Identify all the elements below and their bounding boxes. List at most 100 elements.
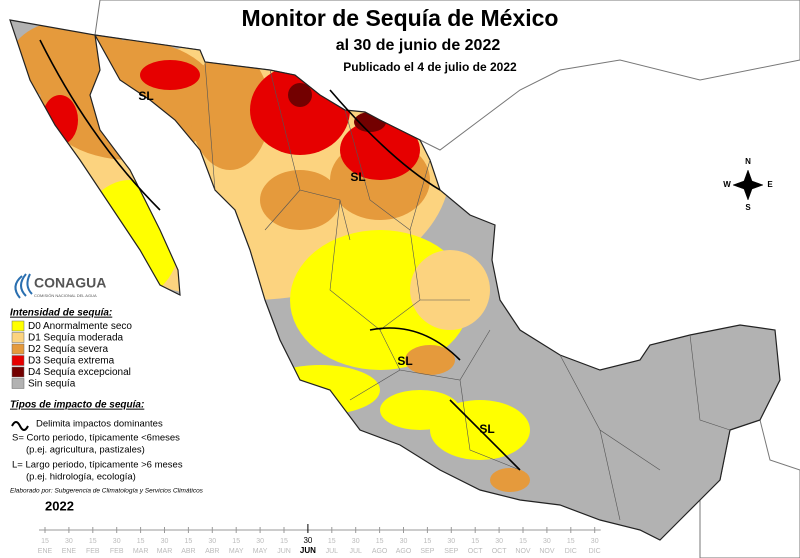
timeline-month: DIC [565,548,577,555]
timeline-day: 15 [376,538,384,545]
timeline-month: JUN [277,548,291,555]
legend-swatch [11,355,25,366]
timeline-current-month: JUN [300,546,316,555]
timeline-month: FEB [110,548,124,555]
timeline-day: 15 [471,538,479,545]
timeline-day: 30 [352,538,360,545]
timeline-day: 30 [208,538,216,545]
compass-n: N [745,157,751,166]
drought-area [42,95,78,145]
timeline-day: 15 [232,538,240,545]
legend-label: D0 Anormalmente seco [28,321,132,332]
drought-area [260,170,340,230]
timeline-month: MAR [133,548,149,555]
impact-long-example: (p.ej. hidrología, ecología) [26,472,136,483]
logo: CONAGUA COMISIÓN NACIONAL DEL AGUA [14,273,106,299]
timeline-day: 15 [89,538,97,545]
sl-label: SL [479,422,494,436]
sl-label: SL [350,170,365,184]
drought-area [490,468,530,492]
impact-long: L= Largo periodo, típicamente >6 meses [12,460,183,471]
title: Monitor de Sequía de México [242,5,559,31]
drought-area [405,345,455,375]
legend-label: D3 Sequía extrema [28,356,115,367]
timeline-day: 30 [161,538,169,545]
timeline-month: MAR [157,548,173,555]
timeline-day: 15 [280,538,288,545]
impact-line: Delimita impactos dominantes [36,419,163,430]
timeline-day: 15 [41,538,49,545]
impact-lines [39,39,521,471]
timeline-day: 15 [185,538,193,545]
timeline-day: 15 [424,538,432,545]
legend-label: Sin sequía [28,379,76,390]
timeline-month: NOV [515,548,531,555]
timeline-month: SEP [444,548,458,555]
timeline-day: 15 [137,538,145,545]
credit: Elaborado por: Subgerencia de Climatolog… [10,488,204,495]
timeline-day: 30 [543,538,551,545]
timeline-month: OCT [468,548,484,555]
legend-label: D2 Sequía severa [28,344,108,355]
logo-name: CONAGUA [34,275,106,291]
drought-area [260,365,380,415]
timeline-day: 30 [256,538,264,545]
timeline: 15 ENE 30 ENE 15 FEB 30 FEB 15 MAR 30 MAR 15 ABR 30 ABR… [38,524,601,555]
timeline-day: 15 [567,538,575,545]
timeline-day: 30 [113,538,121,545]
timeline-month: MAY [229,548,244,555]
subtitle: al 30 de junio de 2022 [336,37,501,54]
state-borders [204,61,731,521]
timeline-day: 15 [519,538,527,545]
impact-title: Tipos de impacto de sequía: [10,400,144,411]
timeline-day: 30 [400,538,408,545]
timeline-day: 30 [591,538,599,545]
legend-swatch [11,378,25,389]
drought-area [190,50,270,170]
timeline-month: OCT [492,548,508,555]
timeline-month: ABR [181,548,195,555]
timeline-day: 30 [495,538,503,545]
compass-w: W [723,180,731,189]
timeline-month: ABR [205,548,219,555]
drought-area [140,60,200,90]
timeline-month: ENE [38,548,53,555]
legend-label: D4 Sequía excepcional [28,367,131,378]
timeline-month: JUL [326,548,339,555]
legend-swatch [11,343,25,355]
timeline-month: ENE [62,548,77,555]
sl-label: SL [397,354,412,368]
impact-short: S= Corto periodo, típicamente <6meses [12,433,180,444]
timeline-day: 15 [328,538,336,545]
drought-area [410,250,490,330]
impact-short-example: (p.ej. agricultura, pastizales) [26,445,145,456]
logo-subtitle: COMISIÓN NACIONAL DEL AGUA [34,293,97,298]
timeline-month: AGO [396,548,412,555]
timeline-day: 30 [65,538,73,545]
compass-e: E [767,180,773,189]
drought-area [380,390,460,430]
published: Publicado el 4 de julio de 2022 [343,60,517,74]
timeline-month: FEB [86,548,100,555]
drought-area [288,83,312,107]
timeline-month: NOV [539,548,555,555]
timeline-month: SEP [420,548,434,555]
timeline-day: 30 [447,538,455,545]
timeline-month: MAY [253,548,268,555]
impact-line-icon [11,421,29,431]
legend-swatch [11,332,25,343]
sl-label: SL [138,89,153,103]
legend-swatch [11,366,25,378]
legend-title: Intensidad de sequía: [10,308,112,319]
compass-s: S [745,203,751,212]
compass: N S W E [723,157,773,212]
timeline-current-day: 30 [303,536,312,545]
timeline-month: DIC [589,548,601,555]
legend-label: D1 Sequía moderada [28,333,124,344]
timeline-year: 2022 [45,498,74,513]
timeline-month: AGO [372,548,388,555]
timeline-month: JUL [349,548,362,555]
legend-swatch [11,320,25,332]
